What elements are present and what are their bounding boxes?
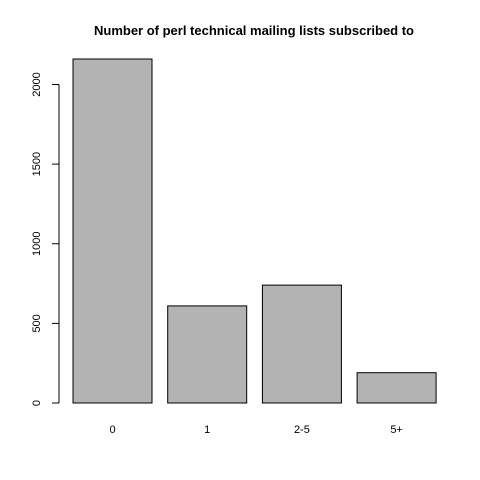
bar-1 (167, 305, 248, 404)
x-tick-label: 5+ (390, 424, 403, 436)
x-tick-label: 0 (109, 424, 115, 436)
x-tick-label: 1 (204, 424, 210, 436)
x-tick-label: 2-5 (294, 424, 310, 436)
bar-5+ (356, 372, 437, 404)
x-axis-labels: 0 1 2-5 5+ (109, 424, 402, 436)
y-axis: 0 500 1000 1500 2000 (31, 72, 60, 406)
y-tick-label: 1500 (31, 152, 43, 176)
bar-2-5 (261, 284, 342, 404)
y-tick-label: 500 (31, 314, 43, 332)
y-tick-label: 2000 (31, 72, 43, 96)
chart-title: Number of perl technical mailing lists s… (94, 23, 414, 38)
bar-0 (72, 58, 153, 404)
y-tick-label: 0 (31, 400, 43, 406)
bars-group (72, 58, 437, 404)
y-tick-label: 1000 (31, 231, 43, 255)
